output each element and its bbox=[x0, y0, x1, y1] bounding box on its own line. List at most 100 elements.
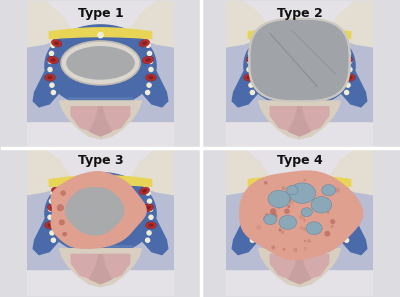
Circle shape bbox=[348, 67, 352, 72]
Circle shape bbox=[307, 239, 311, 243]
Circle shape bbox=[293, 248, 298, 252]
Ellipse shape bbox=[52, 40, 62, 47]
Polygon shape bbox=[27, 149, 71, 237]
Circle shape bbox=[330, 225, 334, 228]
Ellipse shape bbox=[322, 185, 336, 196]
Circle shape bbox=[330, 219, 335, 224]
Ellipse shape bbox=[253, 41, 258, 45]
Circle shape bbox=[148, 59, 152, 64]
Ellipse shape bbox=[341, 189, 346, 193]
Polygon shape bbox=[133, 211, 168, 255]
Polygon shape bbox=[232, 63, 267, 107]
Circle shape bbox=[48, 67, 52, 72]
Circle shape bbox=[247, 215, 251, 219]
Circle shape bbox=[304, 178, 306, 181]
Polygon shape bbox=[49, 28, 152, 39]
Polygon shape bbox=[27, 1, 71, 89]
Circle shape bbox=[303, 228, 306, 231]
Polygon shape bbox=[244, 173, 355, 255]
Ellipse shape bbox=[148, 76, 154, 79]
Circle shape bbox=[249, 83, 253, 87]
Circle shape bbox=[300, 186, 306, 192]
Circle shape bbox=[271, 245, 275, 249]
Polygon shape bbox=[270, 255, 296, 278]
Polygon shape bbox=[329, 149, 373, 237]
Ellipse shape bbox=[145, 206, 151, 210]
Text: Type 3: Type 3 bbox=[78, 154, 123, 168]
Polygon shape bbox=[258, 249, 340, 287]
Ellipse shape bbox=[139, 187, 150, 195]
Circle shape bbox=[146, 238, 150, 242]
Circle shape bbox=[346, 231, 350, 235]
Circle shape bbox=[148, 75, 152, 80]
FancyBboxPatch shape bbox=[27, 149, 174, 296]
Ellipse shape bbox=[66, 46, 135, 80]
Circle shape bbox=[250, 43, 254, 48]
Polygon shape bbox=[248, 28, 351, 39]
Ellipse shape bbox=[249, 206, 255, 210]
Ellipse shape bbox=[244, 222, 254, 229]
Circle shape bbox=[51, 90, 56, 94]
Circle shape bbox=[98, 180, 103, 186]
Circle shape bbox=[345, 43, 349, 48]
Ellipse shape bbox=[45, 74, 55, 81]
Polygon shape bbox=[130, 1, 174, 89]
Polygon shape bbox=[66, 188, 124, 235]
Ellipse shape bbox=[344, 206, 350, 210]
Circle shape bbox=[50, 83, 54, 87]
Circle shape bbox=[285, 197, 290, 202]
Polygon shape bbox=[270, 255, 329, 284]
Ellipse shape bbox=[50, 58, 56, 62]
Polygon shape bbox=[71, 255, 98, 278]
Circle shape bbox=[49, 223, 53, 227]
Circle shape bbox=[149, 67, 153, 72]
Circle shape bbox=[250, 90, 254, 94]
Ellipse shape bbox=[54, 189, 59, 193]
Ellipse shape bbox=[250, 187, 261, 195]
Polygon shape bbox=[226, 190, 373, 234]
Ellipse shape bbox=[47, 76, 53, 79]
Circle shape bbox=[248, 51, 252, 56]
Circle shape bbox=[345, 191, 349, 195]
Polygon shape bbox=[248, 176, 351, 186]
Ellipse shape bbox=[253, 189, 258, 193]
Polygon shape bbox=[68, 246, 133, 272]
Circle shape bbox=[300, 226, 303, 229]
Polygon shape bbox=[302, 107, 329, 130]
Circle shape bbox=[146, 191, 150, 195]
Ellipse shape bbox=[301, 208, 312, 217]
Circle shape bbox=[287, 205, 290, 208]
Polygon shape bbox=[332, 63, 367, 107]
Circle shape bbox=[335, 188, 340, 192]
Circle shape bbox=[270, 209, 276, 215]
Circle shape bbox=[303, 247, 307, 251]
Circle shape bbox=[299, 214, 305, 219]
Circle shape bbox=[344, 90, 349, 94]
Ellipse shape bbox=[139, 40, 150, 47]
Circle shape bbox=[347, 75, 351, 80]
Text: Type 2: Type 2 bbox=[277, 7, 322, 20]
Polygon shape bbox=[226, 234, 373, 269]
Circle shape bbox=[248, 75, 252, 80]
Circle shape bbox=[57, 205, 64, 211]
Polygon shape bbox=[226, 1, 270, 89]
Ellipse shape bbox=[342, 56, 352, 64]
Polygon shape bbox=[71, 255, 130, 284]
Ellipse shape bbox=[146, 222, 156, 229]
Circle shape bbox=[265, 212, 269, 216]
Ellipse shape bbox=[246, 223, 252, 227]
Circle shape bbox=[148, 51, 152, 56]
Text: Type 4: Type 4 bbox=[277, 154, 322, 168]
Circle shape bbox=[50, 51, 54, 56]
Circle shape bbox=[304, 240, 306, 242]
Circle shape bbox=[147, 231, 151, 235]
Circle shape bbox=[264, 214, 271, 221]
Circle shape bbox=[249, 231, 253, 235]
Circle shape bbox=[98, 32, 103, 38]
Ellipse shape bbox=[145, 58, 151, 62]
Ellipse shape bbox=[338, 40, 348, 47]
Polygon shape bbox=[244, 25, 355, 107]
Polygon shape bbox=[258, 101, 340, 139]
Polygon shape bbox=[226, 149, 270, 237]
Ellipse shape bbox=[344, 58, 350, 62]
